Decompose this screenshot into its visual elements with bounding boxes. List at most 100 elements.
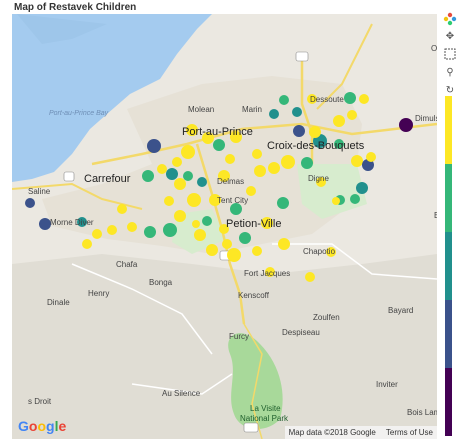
- data-point[interactable]: [172, 157, 182, 167]
- place-label: Kenscoff: [238, 291, 269, 300]
- data-point[interactable]: [239, 232, 251, 244]
- data-point[interactable]: [305, 272, 315, 282]
- data-point[interactable]: [92, 229, 102, 239]
- road-main-east: [91, 122, 437, 166]
- google-logo: Google: [18, 418, 67, 434]
- box-zoom-icon[interactable]: [443, 48, 457, 62]
- data-point[interactable]: [347, 110, 357, 120]
- national-park-area: [228, 333, 283, 430]
- data-point[interactable]: [144, 226, 156, 238]
- data-point[interactable]: [350, 194, 360, 204]
- data-point[interactable]: [147, 139, 161, 153]
- data-point[interactable]: [206, 244, 218, 256]
- road-park: [243, 323, 263, 439]
- data-point[interactable]: [230, 131, 242, 143]
- data-point[interactable]: [166, 168, 178, 180]
- data-point[interactable]: [269, 109, 279, 119]
- data-point[interactable]: [333, 115, 345, 127]
- data-point[interactable]: [213, 139, 225, 151]
- map-data-text: Map data ©2018 Google: [288, 428, 376, 437]
- place-label: Petion-Ville: [226, 218, 282, 230]
- bay-water: [12, 14, 212, 182]
- place-label: Dimulseou: [415, 114, 437, 123]
- place-label: Despiseau: [282, 328, 320, 337]
- data-point[interactable]: [209, 194, 221, 206]
- data-point[interactable]: [366, 152, 376, 162]
- map-canvas[interactable]: Port-au-Prince Croix-des-Bouquets Carrefou…: [12, 14, 437, 439]
- data-point[interactable]: [356, 182, 368, 194]
- place-label: Carrefour: [84, 173, 131, 185]
- place-label: Dinale: [47, 298, 70, 307]
- data-point[interactable]: [344, 92, 356, 104]
- data-point[interactable]: [301, 157, 313, 169]
- data-point[interactable]: [25, 198, 35, 208]
- data-point[interactable]: [278, 238, 290, 250]
- data-point[interactable]: [164, 196, 174, 206]
- data-point[interactable]: [222, 239, 232, 249]
- data-point[interactable]: [142, 170, 154, 182]
- colorbar-segment: [445, 96, 452, 164]
- data-point[interactable]: [399, 118, 413, 132]
- data-point[interactable]: [277, 197, 289, 209]
- colorbar-segment: [445, 164, 452, 232]
- data-point[interactable]: [163, 223, 177, 237]
- place-label: OUES: [431, 44, 437, 53]
- data-point[interactable]: [246, 186, 256, 196]
- place-label: Saline: [28, 187, 51, 196]
- data-point[interactable]: [39, 218, 51, 230]
- data-point[interactable]: [82, 239, 92, 249]
- data-point[interactable]: [281, 155, 295, 169]
- pan-icon[interactable]: ✥: [445, 31, 455, 42]
- data-point[interactable]: [117, 204, 127, 214]
- data-point[interactable]: [230, 203, 242, 215]
- data-point[interactable]: [157, 164, 167, 174]
- colorbar-segment: [445, 300, 452, 368]
- data-point[interactable]: [174, 178, 186, 190]
- map-base: [12, 14, 437, 439]
- data-point[interactable]: [326, 247, 336, 257]
- place-label: Morne Diver: [50, 218, 94, 227]
- data-point[interactable]: [192, 220, 200, 228]
- route-shield: [63, 171, 75, 182]
- route-shield: [243, 422, 259, 433]
- data-point[interactable]: [227, 248, 241, 262]
- data-point[interactable]: [268, 162, 280, 174]
- place-label: Bayard: [388, 306, 414, 315]
- data-point[interactable]: [225, 154, 235, 164]
- data-point[interactable]: [183, 171, 193, 181]
- data-point[interactable]: [309, 126, 321, 138]
- data-point[interactable]: [351, 155, 363, 167]
- data-point[interactable]: [254, 165, 266, 177]
- wheel-zoom-icon[interactable]: ⚲: [446, 67, 454, 78]
- logo-icon: [443, 12, 457, 26]
- data-point[interactable]: [293, 125, 305, 137]
- data-point[interactable]: [194, 229, 206, 241]
- data-point[interactable]: [107, 225, 117, 235]
- data-point[interactable]: [316, 177, 326, 187]
- reset-icon[interactable]: ↻: [445, 85, 455, 96]
- data-point[interactable]: [197, 177, 207, 187]
- data-point[interactable]: [202, 132, 214, 144]
- data-point[interactable]: [334, 139, 344, 149]
- data-point[interactable]: [218, 170, 230, 182]
- data-point[interactable]: [187, 193, 201, 207]
- green-patch-east: [297, 164, 367, 219]
- data-point[interactable]: [279, 95, 289, 105]
- terms-link[interactable]: Terms of Use: [385, 428, 433, 437]
- data-point[interactable]: [219, 224, 229, 234]
- data-point[interactable]: [265, 267, 275, 277]
- data-point[interactable]: [261, 217, 273, 229]
- data-point[interactable]: [202, 216, 212, 226]
- data-point[interactable]: [181, 145, 195, 159]
- data-point[interactable]: [174, 210, 186, 222]
- data-point[interactable]: [307, 94, 317, 104]
- data-point[interactable]: [252, 149, 262, 159]
- data-point[interactable]: [359, 94, 369, 104]
- place-label: National Park: [240, 414, 289, 423]
- data-point[interactable]: [77, 217, 87, 227]
- data-point[interactable]: [292, 107, 302, 117]
- data-point[interactable]: [186, 124, 198, 136]
- data-point[interactable]: [127, 222, 137, 232]
- data-point[interactable]: [252, 246, 262, 256]
- data-point[interactable]: [332, 197, 340, 205]
